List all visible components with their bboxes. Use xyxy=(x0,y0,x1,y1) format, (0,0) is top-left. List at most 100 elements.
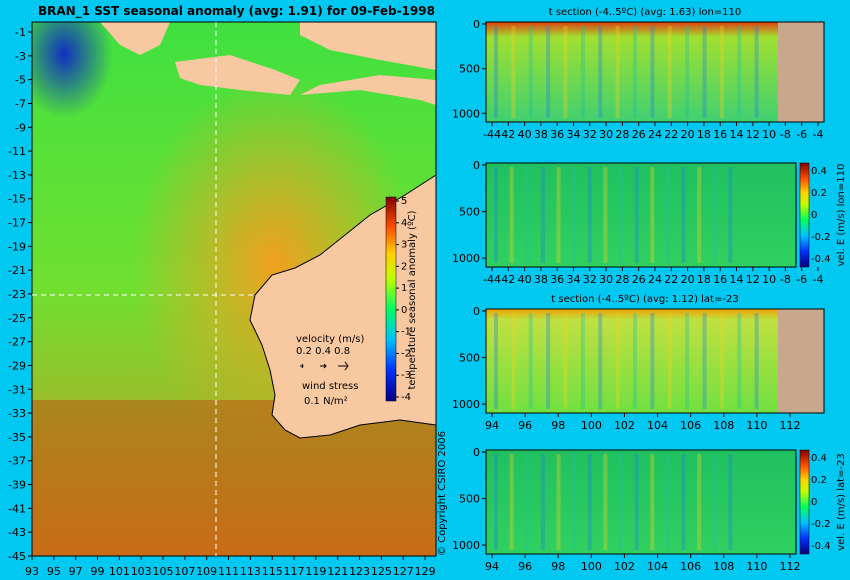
map-frame xyxy=(31,21,437,557)
section-x-tick-label: 20 xyxy=(681,273,695,286)
section-stripe xyxy=(525,167,530,263)
map-lon-tick-label: 119 xyxy=(305,565,326,578)
section-stripe xyxy=(665,167,670,263)
section-x-tick-label: -6 xyxy=(796,128,807,141)
map-lon-tick-label: 93 xyxy=(25,565,39,578)
section-stripe xyxy=(528,26,533,118)
map-lon-tick-label: 121 xyxy=(327,565,348,578)
map-colorbar-tick-label: 1 xyxy=(401,283,407,294)
section-x-tick-label: 108 xyxy=(713,419,734,432)
section-x-tick-label: 96 xyxy=(518,419,532,432)
section-x-tick-label: 102 xyxy=(614,419,635,432)
map-land-java xyxy=(175,55,300,95)
section-x-tick-label: 38 xyxy=(534,128,548,141)
section-x-tick-label: 30 xyxy=(599,273,613,286)
section-panel: t section (-4..5ºC) (avg: 1.63) lon=110 0… xyxy=(452,7,825,141)
section-x-tick-label: 32 xyxy=(583,128,597,141)
section-x-tick-label: 34 xyxy=(567,128,581,141)
section-stripe xyxy=(603,454,608,550)
section-y-tick-label: 0 xyxy=(473,446,480,459)
section-stripe xyxy=(650,26,655,118)
section-stripe xyxy=(681,167,686,263)
map-lat-tick-label: -41 xyxy=(8,502,26,515)
map-lat-tick-label: -3 xyxy=(15,50,26,63)
map-lon-tick-label: 95 xyxy=(47,565,61,578)
section-x-tick-label: 110 xyxy=(746,419,767,432)
map-land-borneo xyxy=(300,22,436,70)
map-lat-tick-label: -39 xyxy=(8,479,26,492)
section-x-tick-label: 10 xyxy=(762,128,776,141)
section-panel: 0 500 1000 94 96 98 100 102 104 106 108 110 112 0.4 0.… xyxy=(452,446,847,573)
map-lon-tick-label: 117 xyxy=(284,565,305,578)
map-lon-tick-label: 129 xyxy=(415,565,436,578)
map-lat-tick-label: -25 xyxy=(8,312,26,325)
section-y-tick-label: 0 xyxy=(473,18,480,31)
map-lon-tick-label: 115 xyxy=(262,565,283,578)
wind-legend-scale: 0.1 N/m² xyxy=(304,396,348,407)
section-stripe xyxy=(619,167,623,263)
section-stripe xyxy=(667,313,672,409)
section-stripe xyxy=(650,167,655,263)
section-x-tick-label: 98 xyxy=(551,419,565,432)
section-y-tick-label: 0 xyxy=(473,305,480,318)
section-x-tick-label: 112 xyxy=(780,419,801,432)
map-lat-tick-label: -9 xyxy=(15,121,26,134)
section-x-tick-label: 18 xyxy=(697,273,711,286)
section-stripe xyxy=(634,454,639,550)
map-lat-tick-label: -5 xyxy=(15,74,26,87)
map-colorbar-tick-label: 4 xyxy=(401,218,407,229)
section-y-tick-label: 500 xyxy=(459,493,480,506)
section-stripe xyxy=(619,454,623,550)
section-x-tick-label: 104 xyxy=(647,560,668,573)
section-stripe xyxy=(572,167,577,263)
section-stripe xyxy=(511,313,516,409)
section-stripe xyxy=(563,26,568,118)
section-stripe xyxy=(494,26,498,118)
section-stripe xyxy=(737,26,742,118)
section-stripe xyxy=(634,167,639,263)
section-stripe xyxy=(685,313,690,409)
section-x-tick-label: -44 xyxy=(483,128,501,141)
section-stripe xyxy=(563,313,568,409)
section-colorbar-tick-label: 0.4 xyxy=(811,166,827,177)
map-lat-tick-label: -1 xyxy=(15,26,26,39)
section-y-tick-label: 1000 xyxy=(452,539,480,552)
section-x-tick-label: 36 xyxy=(550,273,564,286)
section-y-tick-label: 500 xyxy=(459,63,480,76)
section-colorbar-tick-label: 0 xyxy=(811,497,817,508)
section-seafloor xyxy=(778,309,824,413)
map-lat-tick-label: -21 xyxy=(8,264,26,277)
section-y-tick-label: 500 xyxy=(459,352,480,365)
wind-legend-label: wind stress xyxy=(302,381,358,392)
section-title: t section (-4..5ºC) (avg: 1.63) lon=110 xyxy=(549,7,742,18)
map-title: BRAN_1 SST seasonal anomaly (avg: 1.91) … xyxy=(38,4,435,19)
section-stripe xyxy=(598,26,603,118)
section-x-tick-label: -4 xyxy=(813,273,824,286)
map-colorbar-tick-label: -1 xyxy=(401,327,411,338)
map-lon-tick-label: 101 xyxy=(109,565,130,578)
section-stripe xyxy=(728,454,733,550)
section-x-tick-label: 100 xyxy=(581,560,602,573)
section-stripe xyxy=(697,167,702,263)
section-x-tick-label: 102 xyxy=(614,560,635,573)
section-x-tick-label: 96 xyxy=(518,560,532,573)
section-colorbar-tick-label: -0.2 xyxy=(811,519,831,530)
map-colorbar-tick-label: -4 xyxy=(401,392,411,403)
section-x-tick-label: 16 xyxy=(713,273,727,286)
section-colorbar-tick-label: 0.2 xyxy=(811,475,827,486)
section-x-tick-label: -8 xyxy=(780,273,791,286)
section-x-tick-label: 98 xyxy=(551,560,565,573)
section-x-tick-label: 26 xyxy=(632,273,646,286)
map-lat-tick-label: -31 xyxy=(8,383,26,396)
map-lat-tick-label: -23 xyxy=(8,288,26,301)
section-panels: t section (-4..5ºC) (avg: 1.63) lon=110 0… xyxy=(452,7,847,573)
map-colorbar-ticks: 5 4 3 2 1 0 -1 -2 -3 -4 xyxy=(396,196,411,403)
section-x-tick-label: 32 xyxy=(583,273,597,286)
map-lon-tick-label: 123 xyxy=(349,565,370,578)
section-y-tick-label: 500 xyxy=(459,206,480,219)
section-x-tick-label: 14 xyxy=(730,273,744,286)
section-x-tick-label: 104 xyxy=(647,419,668,432)
section-stripe xyxy=(546,313,551,409)
section-x-tick-label: 18 xyxy=(697,128,711,141)
